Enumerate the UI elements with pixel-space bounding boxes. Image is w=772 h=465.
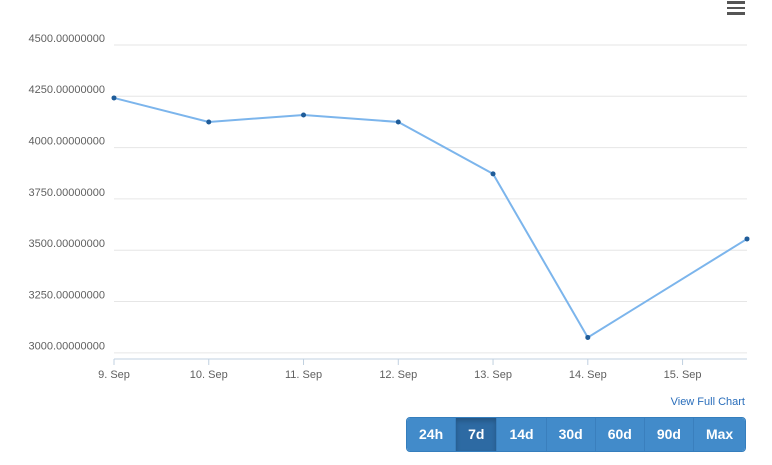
y-tick-label: 3250.00000000 xyxy=(29,289,105,301)
point xyxy=(744,236,750,242)
point xyxy=(206,119,212,125)
chart: 3000.00000000 3250.00000000 3500.00000000 3… xyxy=(29,33,750,381)
range-button[interactable]: 30d xyxy=(546,418,596,451)
point xyxy=(395,119,401,125)
y-tick-label: 3000.00000000 xyxy=(29,341,105,353)
x-tick-label: 10. Sep xyxy=(190,369,228,381)
range-button[interactable]: 7d xyxy=(456,418,498,451)
y-tick-label: 4250.00000000 xyxy=(29,84,105,96)
y-tick-label: 3750.00000000 xyxy=(29,187,105,199)
view-full-chart-link[interactable]: View Full Chart xyxy=(670,396,745,408)
point xyxy=(585,334,591,340)
point xyxy=(490,171,496,177)
y-tick-label: 4500.00000000 xyxy=(29,33,105,45)
x-tick-label: 15. Sep xyxy=(664,369,702,381)
range-button[interactable]: 14d xyxy=(497,418,547,451)
x-tick-label: 12. Sep xyxy=(379,369,417,381)
range-button[interactable]: 90d xyxy=(644,418,694,451)
range-buttons: 24h 7d 14d 30d 60d 90d Max xyxy=(406,417,747,452)
menu-button[interactable] xyxy=(727,1,745,15)
point xyxy=(301,112,307,118)
range-button[interactable]: 60d xyxy=(595,418,645,451)
point xyxy=(111,95,117,101)
x-tick-label: 13. Sep xyxy=(474,369,512,381)
y-tick-label: 3500.00000000 xyxy=(29,238,105,250)
y-tick-label: 4000.00000000 xyxy=(29,136,105,148)
range-button[interactable]: 24h xyxy=(407,418,457,451)
x-tick-label: 14. Sep xyxy=(569,369,607,381)
x-tick-label: 9. Sep xyxy=(98,369,130,381)
x-tick-label: 11. Sep xyxy=(285,369,322,381)
range-button[interactable]: Max xyxy=(693,418,746,451)
